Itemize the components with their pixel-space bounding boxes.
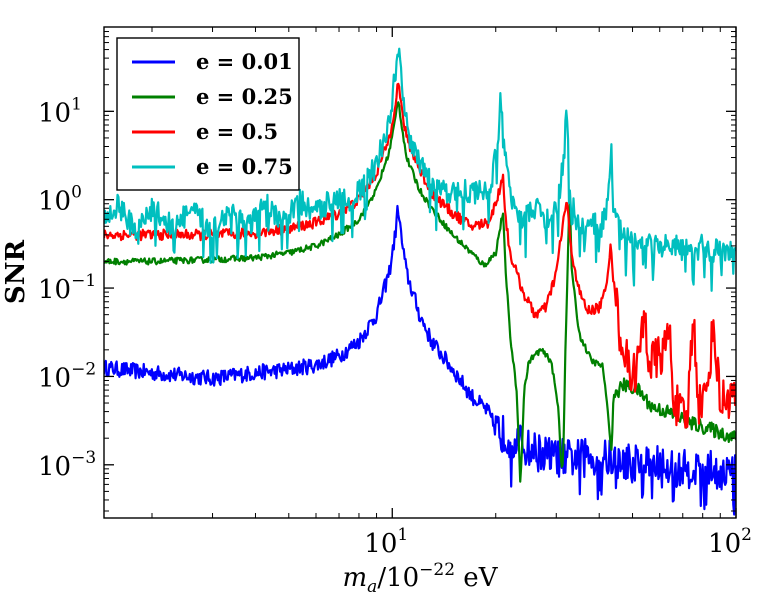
y-tick-labels: 10−3 10−2 10−1 100 101 bbox=[38, 94, 96, 481]
series-line-4 bbox=[104, 47, 736, 292]
legend-entries: e = 0.01 e = 0.25 e = 0.5 e = 0.75 bbox=[132, 49, 293, 179]
y-tick-label-5: 101 bbox=[38, 94, 82, 128]
minor-ticks bbox=[104, 26, 736, 518]
plot-frame bbox=[103, 26, 737, 519]
legend-label-2: e = 0.25 bbox=[196, 84, 293, 109]
legend-label-3: e = 0.5 bbox=[196, 119, 278, 144]
y-axis-label: SNR bbox=[1, 240, 31, 305]
legend-label-4: e = 0.75 bbox=[196, 154, 293, 179]
y-tick-label-3: 10−1 bbox=[38, 271, 96, 305]
y-tick-label-2: 10−2 bbox=[38, 359, 96, 393]
x-tick-label-1: 101 bbox=[364, 525, 408, 559]
major-ticks bbox=[104, 27, 737, 518]
x-tick-labels: 101 102 bbox=[364, 525, 752, 559]
legend: e = 0.01 e = 0.25 e = 0.5 e = 0.75 bbox=[116, 37, 300, 191]
y-tick-label-4: 100 bbox=[38, 183, 82, 217]
x-axis-label: ma/10−22 eV bbox=[343, 560, 499, 597]
series-layer bbox=[104, 47, 736, 516]
x-tick-label-2: 102 bbox=[708, 525, 752, 559]
y-tick-label-1: 10−3 bbox=[38, 448, 96, 482]
legend-label-1: e = 0.01 bbox=[196, 49, 293, 74]
series-line-1 bbox=[104, 204, 736, 516]
